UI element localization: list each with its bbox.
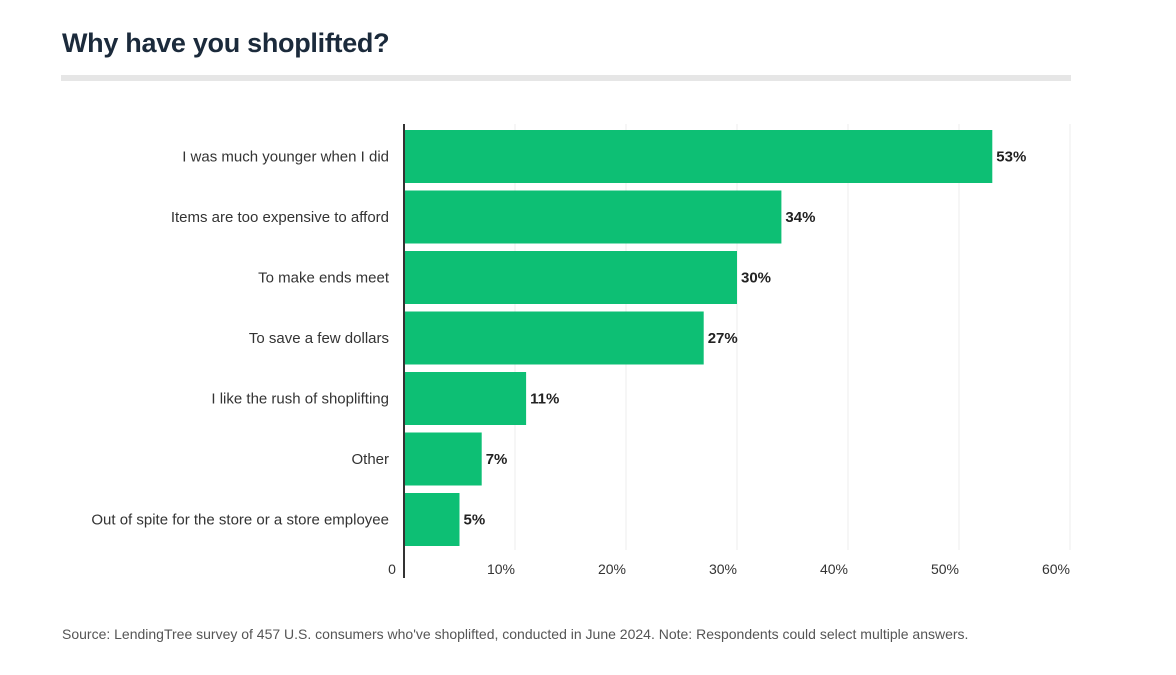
bar xyxy=(404,372,527,425)
bars xyxy=(404,130,993,546)
value-label: 53% xyxy=(996,149,1026,166)
category-label: Items are too expensive to afford xyxy=(171,209,389,226)
value-label: 34% xyxy=(785,209,815,226)
category-label: To make ends meet xyxy=(258,270,390,287)
value-label: 27% xyxy=(708,330,738,347)
bar xyxy=(404,190,782,244)
bar xyxy=(404,311,704,365)
source-note: Source: LendingTree survey of 457 U.S. c… xyxy=(62,626,969,642)
category-label: Other xyxy=(351,451,389,468)
category-label: To save a few dollars xyxy=(249,330,389,347)
bar xyxy=(404,130,993,183)
title-divider xyxy=(61,75,1071,81)
bar xyxy=(404,493,460,546)
value-label: 30% xyxy=(741,270,771,287)
x-tick-label: 20% xyxy=(598,561,626,577)
bar xyxy=(404,251,737,304)
labels: 0 10% 20% 30% 40% 50% 60% I was much younger wh… xyxy=(91,149,1070,578)
category-label: I like the rush of shoplifting xyxy=(211,391,389,408)
category-label: Out of spite for the store or a store em… xyxy=(91,512,389,529)
x-tick-label: 50% xyxy=(931,561,959,577)
x-tick-label: 40% xyxy=(820,561,848,577)
bar-chart: 0 10% 20% 30% 40% 50% 60% I was much younger wh… xyxy=(91,124,1071,578)
x-tick-label: 0 xyxy=(388,561,396,577)
x-tick-label: 60% xyxy=(1042,561,1070,577)
chart-title: Why have you shoplifted? xyxy=(62,28,390,58)
value-label: 11% xyxy=(530,391,559,408)
bar xyxy=(404,432,482,486)
x-tick-label: 30% xyxy=(709,561,737,577)
category-label: I was much younger when I did xyxy=(182,149,389,166)
value-label: 5% xyxy=(464,512,486,529)
x-tick-label: 10% xyxy=(487,561,515,577)
value-label: 7% xyxy=(486,451,508,468)
